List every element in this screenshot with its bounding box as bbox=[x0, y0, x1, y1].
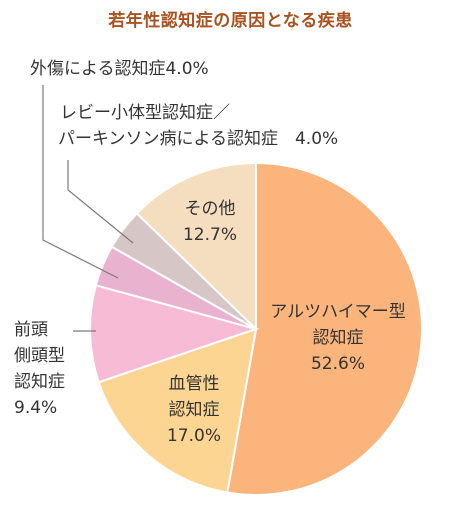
label-ftd-name: 前頭 bbox=[14, 320, 48, 340]
slice-other bbox=[135, 161, 257, 332]
slice-alzheimer bbox=[226, 161, 423, 496]
label-alzheimer-name: アルツハイマー型 bbox=[270, 302, 406, 322]
label-vascular: 血管性 認知症 17.0% bbox=[139, 371, 249, 449]
label-trauma-text: 外傷による認知症4.0% bbox=[30, 59, 209, 79]
leader-line-trauma bbox=[42, 85, 119, 279]
chart-title: 若年性認知症の原因となる疾患 bbox=[108, 11, 353, 31]
slice-ftd bbox=[89, 284, 260, 384]
label-other-value: 12.7% bbox=[182, 225, 237, 245]
label-ftd-name-3: 認知症 bbox=[14, 372, 65, 392]
label-alzheimer-name-2: 認知症 bbox=[312, 328, 364, 348]
label-trauma: 外傷による認知症4.0% bbox=[30, 56, 209, 82]
label-alzheimer: アルツハイマー型 認知症 52.6% bbox=[253, 299, 423, 377]
label-ftd-value: 9.4% bbox=[14, 398, 58, 418]
label-vascular-name-2: 認知症 bbox=[168, 400, 220, 420]
label-lewy-name: レビー小体型認知症／ bbox=[60, 103, 230, 123]
label-other: その他 12.7% bbox=[165, 196, 255, 248]
leader-line-lewy bbox=[67, 160, 134, 244]
label-ftd-name-2: 側頭型 bbox=[14, 346, 65, 366]
label-ftd: 前頭 側頭型 認知症 9.4% bbox=[14, 317, 65, 421]
label-alzheimer-value: 52.6% bbox=[310, 354, 365, 374]
label-vascular-value: 17.0% bbox=[166, 426, 221, 446]
label-other-name: その他 bbox=[184, 199, 236, 219]
label-vascular-name: 血管性 bbox=[168, 374, 220, 394]
label-lewy: レビー小体型認知症／ パーキンソン病による認知症 4.0% bbox=[58, 100, 338, 152]
label-lewy-name-2: パーキンソン病による認知症 4.0% bbox=[58, 129, 339, 149]
